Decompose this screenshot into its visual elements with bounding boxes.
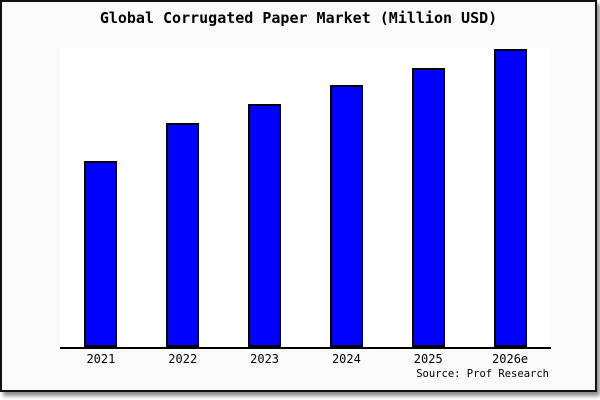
source-note: Source: Prof Research bbox=[416, 368, 549, 380]
bar-2021 bbox=[84, 161, 118, 347]
bar-2024 bbox=[329, 85, 363, 347]
bar-2023 bbox=[248, 104, 282, 347]
plot-area bbox=[60, 48, 551, 349]
x-tick-label-2024: 2024 bbox=[331, 352, 361, 366]
x-tick-label-2022: 2022 bbox=[168, 352, 198, 366]
x-tick-label-2025: 2025 bbox=[413, 352, 443, 366]
x-tick-label-2021: 2021 bbox=[86, 352, 116, 366]
bar-2025 bbox=[411, 68, 445, 347]
x-tick-label-2026e: 2026e bbox=[492, 352, 529, 366]
bar-2022 bbox=[166, 123, 200, 347]
chart-frame: Global Corrugated Paper Market (Million … bbox=[0, 0, 597, 392]
x-tick-label-2023: 2023 bbox=[250, 352, 280, 366]
x-axis-tick-labels: 2021 2022 2023 2024 2025 2026e bbox=[60, 352, 551, 368]
bar-2026e bbox=[493, 49, 527, 347]
chart-title: Global Corrugated Paper Market (Million … bbox=[99, 9, 498, 27]
